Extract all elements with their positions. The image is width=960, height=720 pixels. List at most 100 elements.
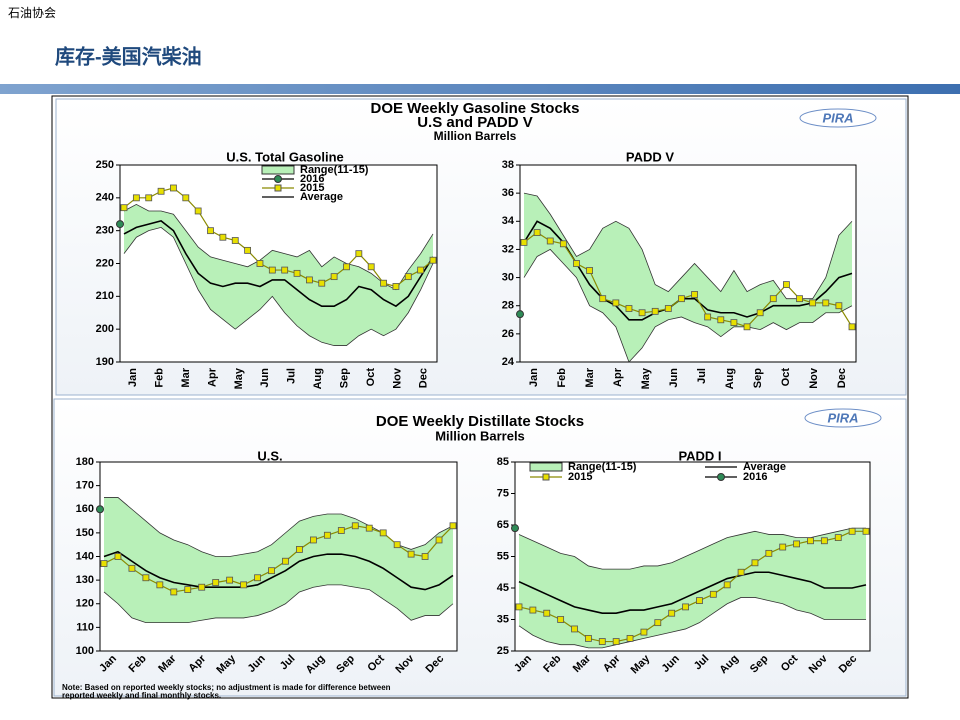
legend-label: 2016 [743, 471, 767, 483]
legend-label: 2016 [300, 173, 324, 185]
point [599, 295, 607, 303]
point [182, 194, 190, 202]
point [309, 536, 317, 544]
note: reported weekly and final monthly stocks… [62, 691, 221, 700]
point [421, 553, 429, 560]
legend-label: Average [300, 191, 343, 203]
y-tick-label: 85 [497, 456, 509, 468]
y-tick-label: 36 [502, 187, 514, 199]
point [240, 581, 248, 589]
x-tick-label: Dec [836, 368, 848, 388]
range-area [124, 204, 433, 346]
series-line [123, 219, 434, 308]
point [730, 319, 738, 327]
point [145, 194, 153, 202]
point [116, 220, 124, 229]
range-edge [518, 597, 866, 649]
point [194, 207, 202, 215]
point [678, 295, 685, 303]
legend-swatch [542, 473, 550, 481]
point [367, 263, 375, 271]
y-tick-label: 35 [497, 613, 509, 625]
point [100, 560, 108, 567]
point [330, 273, 338, 281]
point [796, 295, 803, 303]
point [557, 616, 565, 623]
point [281, 266, 289, 274]
x-tick-label: Jun [259, 368, 271, 388]
point [516, 310, 524, 319]
legend-swatch [274, 184, 282, 192]
point [691, 291, 698, 298]
point [756, 309, 764, 317]
point [380, 279, 387, 287]
range-area [519, 528, 866, 648]
legend-swatch [717, 473, 725, 481]
legend-swatch [529, 462, 563, 472]
x-tick-label: Jan [127, 368, 139, 387]
point [807, 537, 814, 545]
point [156, 581, 164, 589]
x-tick-label: Aug [724, 368, 736, 389]
point [822, 299, 830, 307]
chart-title: U.S. [257, 448, 282, 463]
x-tick-label: Jul [696, 368, 708, 384]
point [820, 537, 828, 545]
point [198, 583, 206, 591]
point [268, 266, 276, 274]
series-line [523, 220, 853, 321]
point [848, 323, 856, 331]
legend-swatch [274, 175, 282, 183]
point [212, 579, 220, 586]
header-bar [0, 84, 960, 94]
y-tick-label: 55 [497, 550, 509, 562]
point [625, 305, 633, 312]
legend-label: 2015 [300, 182, 324, 194]
point [533, 229, 541, 236]
x-tick-label: Jun [668, 368, 680, 388]
legend-label: Average [743, 461, 786, 473]
x-tick-label: Jul [286, 368, 298, 384]
point [120, 204, 128, 212]
point [170, 588, 178, 596]
point [529, 606, 537, 614]
point [654, 619, 662, 627]
x-tick-label: Nov [808, 367, 820, 389]
point [184, 586, 192, 593]
point [668, 609, 676, 617]
point [751, 559, 759, 567]
legend-label: Range(11-15) [300, 164, 369, 176]
point [128, 564, 136, 572]
point [559, 240, 567, 248]
y-tick-label: 65 [497, 519, 509, 531]
x-tick-label: Mar [584, 367, 596, 387]
y-tick-label: 26 [502, 328, 514, 340]
point [132, 194, 140, 202]
y-tick-label: 240 [96, 192, 114, 204]
panel-units: Million Barrels [435, 428, 525, 443]
x-tick-label: Apr [612, 367, 624, 387]
y-tick-label: 160 [76, 503, 94, 515]
point [862, 527, 870, 535]
point [96, 505, 104, 514]
point [743, 323, 751, 331]
chart-title: U.S. Total Gasoline [226, 149, 344, 164]
y-tick-label: 34 [502, 215, 515, 227]
range-edge [523, 248, 853, 363]
series-line [518, 571, 867, 614]
point [392, 283, 400, 290]
point [717, 316, 725, 324]
point [293, 269, 301, 277]
x-tick-label: Sep [338, 368, 350, 388]
point [651, 307, 659, 315]
point [435, 536, 443, 544]
point [231, 237, 239, 244]
point [585, 635, 592, 642]
point [207, 227, 214, 235]
point [305, 276, 313, 284]
point [157, 187, 165, 195]
x-tick-label: Aug [312, 368, 324, 389]
range-edge [103, 584, 454, 624]
point [417, 266, 425, 274]
y-tick-label: 32 [502, 243, 514, 255]
